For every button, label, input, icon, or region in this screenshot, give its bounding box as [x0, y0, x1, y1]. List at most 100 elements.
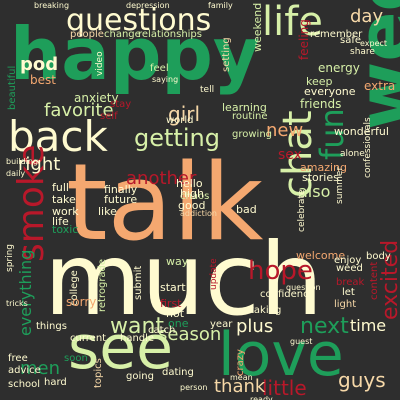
- word-hard: hard: [44, 377, 67, 388]
- word-see: see: [68, 313, 174, 383]
- word-let: let: [342, 287, 355, 298]
- word-keep: keep: [306, 75, 333, 88]
- word-girl: girl: [168, 102, 201, 126]
- word-alone: alone: [340, 149, 365, 159]
- word-everything: everything: [16, 249, 35, 336]
- word-safe: safe: [340, 35, 362, 46]
- word-guest: guest: [290, 337, 313, 346]
- word-depression: depression: [126, 1, 170, 10]
- word-learning: learning: [222, 101, 267, 114]
- word-sex: sex: [278, 147, 302, 163]
- word-men: men: [20, 358, 61, 379]
- word-chaos: chaos: [180, 191, 210, 202]
- word-change: change: [104, 29, 141, 40]
- word-life: life: [52, 215, 69, 228]
- word-start: start: [160, 281, 186, 294]
- word-way: way: [166, 255, 189, 268]
- word-mean: mean: [230, 373, 253, 382]
- word-celebrate: celebrate: [297, 189, 307, 232]
- word-question: question: [286, 283, 321, 292]
- word-confidence: confidence: [260, 289, 315, 300]
- word-daily: daily: [6, 169, 26, 178]
- word-relationships: relationships: [138, 29, 202, 40]
- word-high: high: [180, 187, 204, 200]
- word-stay: stay: [110, 99, 132, 110]
- word-little: little: [262, 376, 307, 400]
- word-new: new: [266, 120, 304, 141]
- word-work: work: [52, 205, 79, 218]
- word-current: current: [70, 333, 107, 344]
- word-finally: finally: [104, 183, 138, 196]
- word-talk: talk: [66, 141, 264, 264]
- word-season: season: [158, 324, 222, 345]
- word-people: people: [70, 29, 104, 40]
- word-future: future: [104, 193, 138, 206]
- word-time: time: [350, 316, 387, 335]
- word-going: going: [126, 371, 154, 382]
- word-tricks: tricks: [6, 299, 28, 308]
- word-bad: bad: [236, 203, 257, 216]
- word-hello: hello: [176, 177, 203, 190]
- word-year: year: [210, 319, 233, 330]
- word-life: life: [262, 0, 323, 45]
- word-anxiety: anxiety: [74, 91, 119, 105]
- word-beautiful: beautiful: [7, 65, 18, 110]
- word-feel: feel: [150, 63, 169, 74]
- word-handle: handle: [120, 333, 155, 344]
- word-video: video: [95, 51, 105, 76]
- word-submit: submit: [133, 265, 144, 300]
- word-wonderful: wonderful: [334, 125, 389, 138]
- word-routine: routine: [232, 111, 268, 122]
- word-plus: plus: [236, 316, 274, 337]
- word-body: body: [366, 251, 391, 262]
- word-best: best: [30, 73, 56, 87]
- word-day: day: [350, 6, 384, 27]
- word-want: want: [110, 314, 165, 339]
- word-also: also: [298, 182, 331, 201]
- word-setting: setting: [221, 37, 232, 72]
- word-spring: spring: [5, 243, 15, 272]
- word-extra: extra: [364, 79, 396, 93]
- word-pod: pod: [20, 54, 59, 75]
- word-self: self: [100, 111, 118, 122]
- word-free: free: [8, 353, 28, 364]
- word-building: building: [6, 157, 39, 166]
- word-ready: ready: [250, 395, 273, 400]
- word-feeling: feeling: [297, 19, 311, 60]
- word-questions: questions: [66, 3, 212, 38]
- word-another: another: [126, 168, 197, 189]
- word-enjoy: enjoy: [334, 255, 362, 266]
- word-soon: soon: [64, 353, 88, 364]
- word-light: light: [334, 299, 357, 310]
- word-welcome: welcome: [296, 249, 346, 262]
- word-everyone: everyone: [304, 85, 356, 98]
- word-favorite: favorite: [44, 100, 114, 121]
- word-hope: hope: [248, 256, 313, 286]
- word-energy: energy: [318, 61, 360, 75]
- word-family: family: [208, 1, 233, 10]
- word-much: much: [44, 221, 324, 338]
- word-good: good: [178, 199, 206, 212]
- word-school: school: [8, 379, 41, 390]
- word-amazing: amazing: [300, 161, 347, 174]
- word-breaking: breaking: [34, 1, 70, 10]
- word-saying: saying: [152, 75, 179, 84]
- word-content: content: [369, 261, 380, 300]
- word-guys: guys: [338, 368, 386, 392]
- word-advice: advice: [8, 365, 41, 376]
- word-weekend: weekend: [251, 2, 264, 52]
- word-catch: catch: [148, 325, 176, 336]
- word-getting: getting: [134, 124, 220, 152]
- word-take: take: [52, 193, 76, 206]
- word-share: share: [350, 47, 375, 57]
- word-one: one: [168, 317, 189, 330]
- word-person: person: [180, 383, 208, 392]
- word-stories: stories: [302, 171, 339, 184]
- word-love: love: [218, 320, 344, 390]
- word-back: back: [8, 112, 108, 161]
- word-happy: happy: [10, 12, 260, 96]
- word-full: full: [52, 181, 69, 194]
- word-confessionals: confessionals: [363, 117, 373, 178]
- word-update: update: [209, 258, 219, 290]
- word-remember: remember: [310, 29, 363, 40]
